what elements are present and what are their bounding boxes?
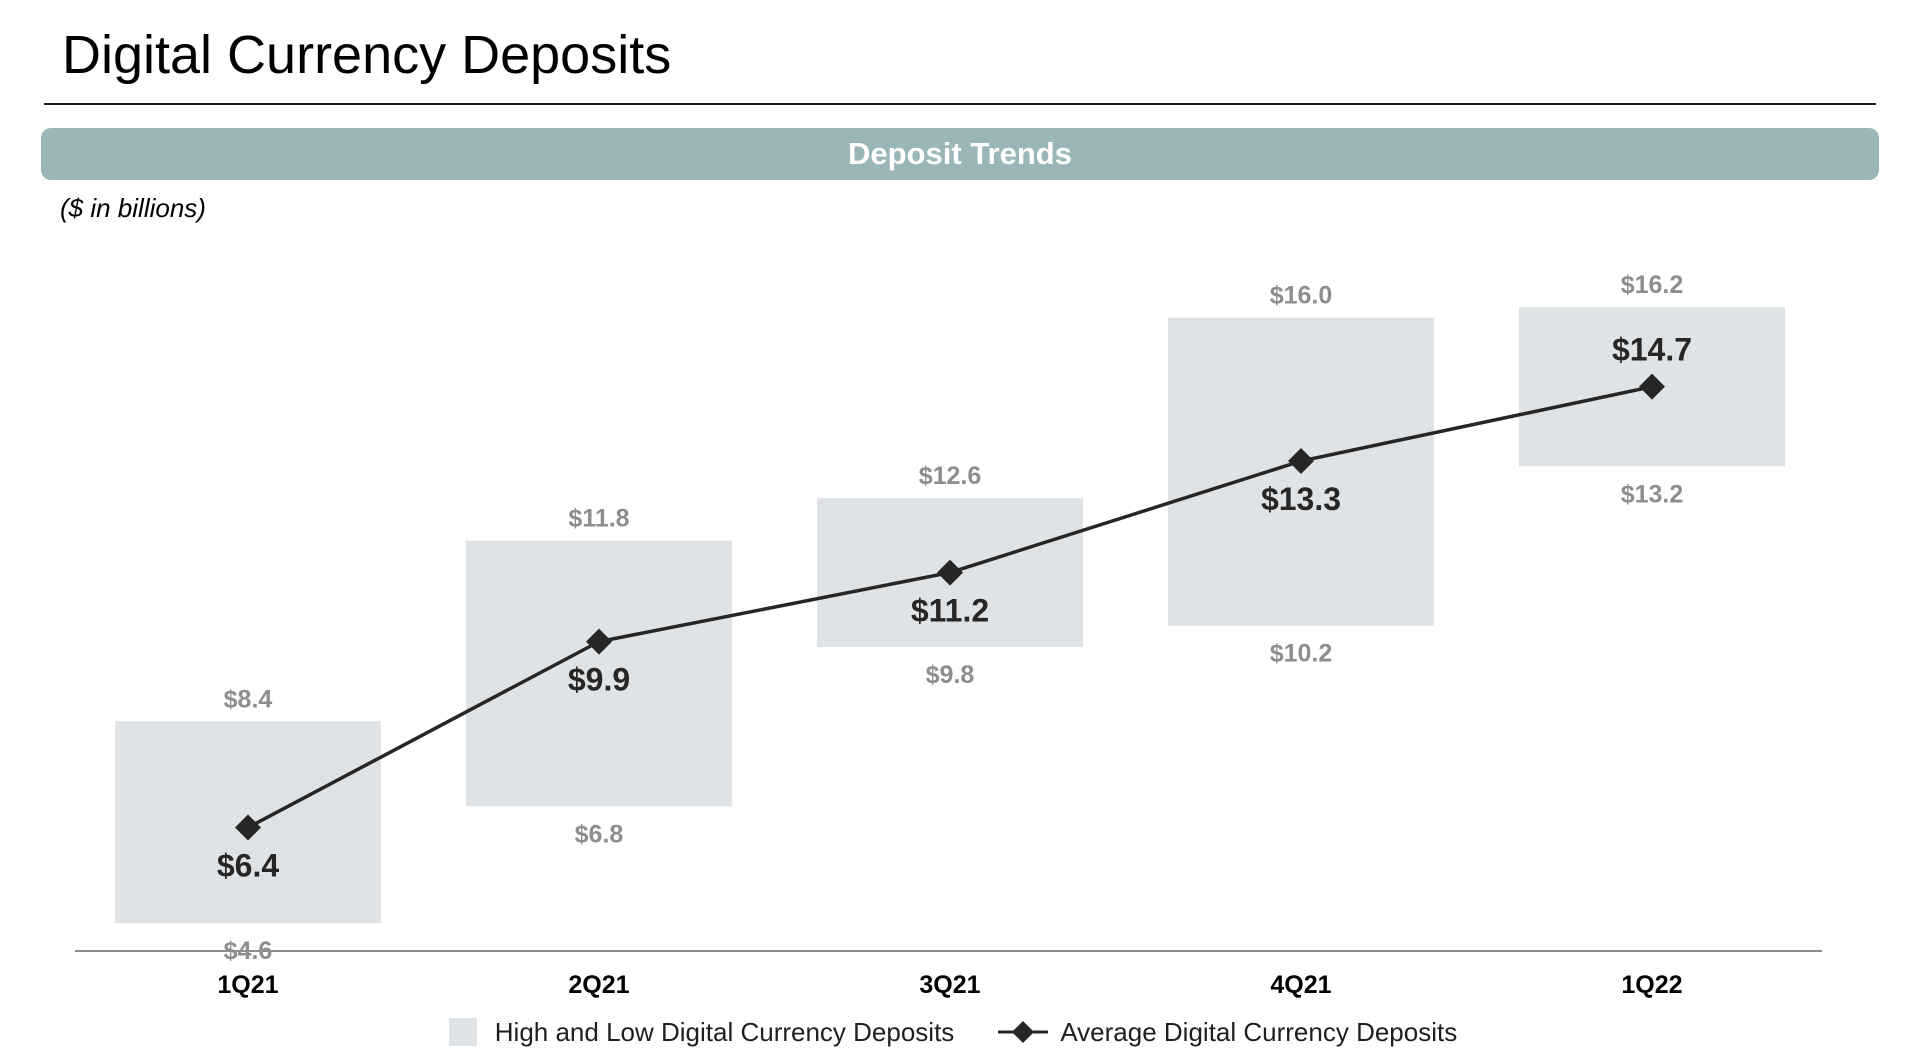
x-tick-2Q21: 2Q21 xyxy=(568,971,629,999)
x-tick-1Q21: 1Q21 xyxy=(217,971,278,999)
x-tick-1Q22: 1Q22 xyxy=(1621,971,1682,999)
section-banner-label: Deposit Trends xyxy=(848,136,1072,171)
average-label-1Q22: $14.7 xyxy=(1612,332,1692,368)
average-marker-1Q21 xyxy=(235,814,261,841)
low-label-1Q22: $13.2 xyxy=(1621,480,1684,508)
average-marker-2Q21 xyxy=(586,628,612,655)
section-banner: Deposit Trends xyxy=(41,128,1879,180)
range-bar-2Q21 xyxy=(466,540,732,807)
legend-swatch-range xyxy=(448,1018,477,1046)
average-marker-3Q21 xyxy=(937,559,963,586)
legend-swatch-average xyxy=(998,1021,1049,1043)
legend-label-average: Average Digital Currency Deposits xyxy=(1060,1016,1458,1047)
average-marker-4Q21 xyxy=(1288,448,1314,475)
title-divider xyxy=(44,103,1876,105)
data-labels: $8.4 $4.6 $11.8 $6.8 $12.6 $9.8 $16.0 $10.2 $16.… xyxy=(217,271,1692,965)
legend-label-range: High and Low Digital Currency Deposits xyxy=(494,1016,955,1047)
x-axis-ticks: 1Q21 2Q21 3Q21 4Q21 1Q22 xyxy=(217,971,1682,999)
high-label-1Q22: $16.2 xyxy=(1621,271,1684,299)
low-label-3Q21: $9.8 xyxy=(926,661,975,689)
high-label-1Q21: $8.4 xyxy=(224,685,273,713)
legend-item-average: Average Digital Currency Deposits xyxy=(998,1017,1457,1048)
high-label-4Q21: $16.0 xyxy=(1270,282,1333,310)
high-label-2Q21: $11.8 xyxy=(568,505,629,533)
average-label-2Q21: $9.9 xyxy=(568,662,630,698)
high-label-3Q21: $12.6 xyxy=(919,462,982,490)
average-marker-1Q22 xyxy=(1639,373,1665,400)
average-line-series xyxy=(235,373,1665,841)
chart-legend: High and Low Digital Currency Deposits A… xyxy=(0,1012,1906,1052)
average-label-3Q21: $11.2 xyxy=(911,593,989,629)
legend-item-range: High and Low Digital Currency Deposits xyxy=(448,1016,955,1048)
average-label-4Q21: $13.3 xyxy=(1261,481,1341,517)
x-tick-3Q21: 3Q21 xyxy=(919,971,980,999)
average-label-1Q21: $6.4 xyxy=(217,848,279,884)
low-label-2Q21: $6.8 xyxy=(575,820,624,848)
low-label-1Q21: $4.6 xyxy=(224,937,273,965)
x-tick-4Q21: 4Q21 xyxy=(1270,971,1331,999)
unit-note: ($ in billions) xyxy=(60,193,206,223)
page-title: Digital Currency Deposits xyxy=(62,25,672,85)
low-label-4Q21: $10.2 xyxy=(1270,640,1333,668)
